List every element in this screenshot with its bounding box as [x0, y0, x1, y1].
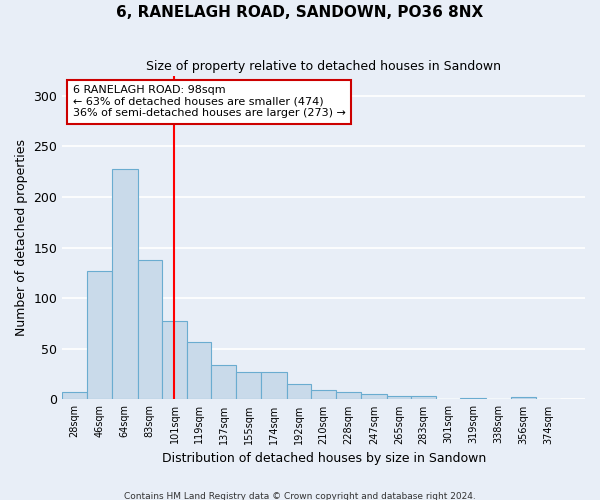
Text: 6, RANELAGH ROAD, SANDOWN, PO36 8NX: 6, RANELAGH ROAD, SANDOWN, PO36 8NX: [116, 5, 484, 20]
Bar: [236, 372, 262, 400]
Bar: [311, 390, 336, 400]
Bar: [187, 342, 211, 400]
Bar: [162, 322, 187, 400]
Title: Size of property relative to detached houses in Sandown: Size of property relative to detached ho…: [146, 60, 501, 73]
Bar: [262, 372, 287, 400]
Bar: [287, 384, 311, 400]
Bar: [386, 396, 411, 400]
Bar: [411, 396, 436, 400]
Bar: [336, 392, 361, 400]
Bar: [211, 365, 236, 400]
X-axis label: Distribution of detached houses by size in Sandown: Distribution of detached houses by size …: [161, 452, 486, 465]
Bar: [511, 398, 536, 400]
Y-axis label: Number of detached properties: Number of detached properties: [15, 139, 28, 336]
Text: 6 RANELAGH ROAD: 98sqm
← 63% of detached houses are smaller (474)
36% of semi-de: 6 RANELAGH ROAD: 98sqm ← 63% of detached…: [73, 86, 346, 118]
Text: Contains HM Land Registry data © Crown copyright and database right 2024.: Contains HM Land Registry data © Crown c…: [124, 492, 476, 500]
Bar: [137, 260, 162, 400]
Bar: [62, 392, 87, 400]
Bar: [87, 271, 112, 400]
Bar: [112, 168, 137, 400]
Bar: [361, 394, 386, 400]
Bar: [460, 398, 486, 400]
